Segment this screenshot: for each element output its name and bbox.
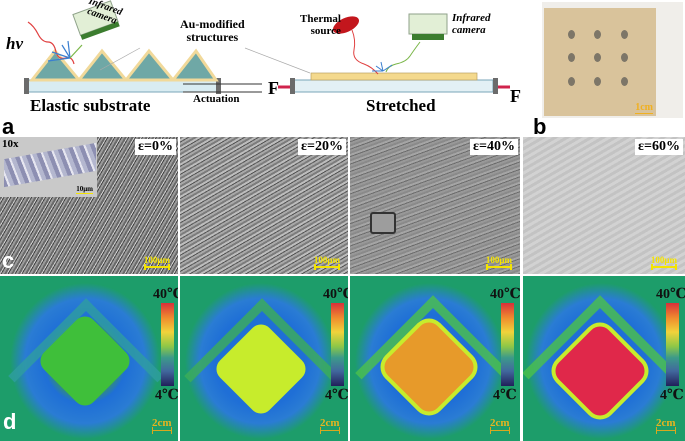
photo-scale-bar: 1cm [635,102,653,114]
photo-dot-grid [558,30,638,100]
tmax-label: 40℃ [153,287,178,302]
scale-label: 100μm [143,255,170,265]
scale-line [656,427,676,434]
hv-label: hv [6,34,23,53]
au-modified-line1: Au-modified [180,17,245,31]
dot [621,76,629,86]
scale-label: 100μm [313,255,340,265]
photo-film [544,8,656,116]
panel-label-d: d [3,409,17,434]
scale-line [320,427,340,434]
schematic-graphics [24,0,510,94]
thermal-line2: source [310,25,341,37]
infrared-right-line1: Infrared [452,12,491,24]
strain-label: ε=0% [135,139,176,155]
photo-scale-label: 1cm [635,102,653,113]
inset-scale: 10μm [76,185,93,194]
scale-bar: 2cm [656,417,676,434]
dot [594,76,602,86]
inset-scale-bar [76,193,93,194]
tmax-label: 40℃ [656,287,685,302]
scale-bar: 100μm [313,255,341,270]
inset-scale-label: 10μm [76,185,93,193]
dot [567,76,575,86]
dot [621,53,629,63]
scale-bar: 100μm [143,255,171,270]
scale-bar: 100μm [485,255,513,270]
thermal-panel-2: 40℃ 4℃ 2cm [350,276,520,441]
thermal-panel-1: 40℃ 4℃ 2cm [180,276,348,441]
colorbar [161,303,174,386]
tmin-label: 4℃ [155,388,178,403]
scale-line [650,264,678,270]
elastic-substrate-label: Elastic substrate [30,96,151,115]
panel-label-a: a [2,114,15,139]
stretched-label: Stretched [366,96,436,115]
infrared-camera-right-label: Infrared camera [452,12,491,36]
scale-bar: 100μm [650,255,678,270]
scale-bar: 2cm [320,417,340,434]
sem-panel-3: ε=60% 100μm [523,137,685,274]
scale-label: 2cm [320,417,340,429]
thermal-source-label: Thermal source [300,13,341,37]
scale-line [152,427,172,434]
strain-label: ε=60% [635,139,683,155]
scale-bar: 2cm [490,417,510,434]
actuation-label: Actuation [193,93,240,105]
sem-panel-1: ε=20% 100μm [180,137,348,274]
tmin-label: 4℃ [325,388,348,403]
sem-defect [370,212,396,234]
dot [567,53,575,63]
colorbar [331,303,344,386]
strain-label: ε=40% [470,139,518,155]
sem-panel-0: 10x 10μm ε=0% 100μm c [0,137,178,274]
scale-line [143,264,171,270]
colorbar [666,303,679,386]
panel-label-c: c [2,248,15,273]
schematic-diagram: hv Infrared camera Au-modified structure… [0,0,540,120]
infrared-right-line2: camera [452,24,486,36]
thermal-line1: Thermal [300,13,341,25]
colorbar [501,303,514,386]
force-left-label: F [268,78,279,98]
scale-label: 100μm [650,255,677,265]
scale-label: 2cm [656,417,676,429]
thermal-panel-0: 40℃ 4℃ 2cm d [0,276,178,441]
panel-label-b: b [533,114,547,139]
photo-scale-line [635,113,653,114]
sem-inset: 10x 10μm [0,137,97,197]
sample-photo: 1cm [542,2,683,118]
dot [594,30,602,39]
au-modified-line2: structures [186,30,239,44]
thermal-panel-3: 40℃ 4℃ 2cm [523,276,685,441]
scale-label: 2cm [490,417,510,429]
tmax-label: 40℃ [323,287,348,302]
force-right-label: F [510,86,521,106]
dot [567,30,575,39]
scale-label: 2cm [152,417,172,429]
dot [621,30,629,39]
scale-bar: 2cm [152,417,172,434]
dot [594,53,602,63]
sem-panel-2: ε=40% 100μm [350,137,520,274]
tmax-label: 40℃ [490,287,520,302]
tmin-label: 4℃ [493,388,517,403]
tmin-label: 4℃ [660,388,684,403]
scale-line [485,264,513,270]
strain-label: ε=20% [298,139,346,155]
scale-line [313,264,341,270]
au-modified-label: Au-modified structures [180,18,245,44]
scale-label: 100μm [485,255,512,265]
inset-magnification: 10x [2,138,19,150]
scale-line [490,427,510,434]
